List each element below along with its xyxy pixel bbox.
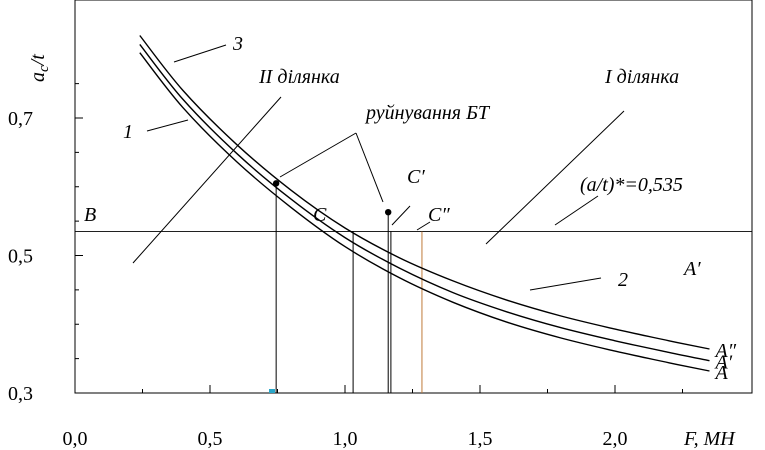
y-tick-label: 0,5	[8, 246, 33, 268]
leader-curve-1	[146, 119, 189, 132]
label-curve-1: 1	[123, 121, 133, 143]
series-line-2	[139, 43, 710, 362]
tick-labels: 0,0 0,5 1,0 1,5 2,0 0,3 0,5 0,7	[8, 108, 628, 450]
leader-c2	[416, 221, 431, 231]
label-curve-2: 2	[618, 269, 628, 291]
leader-region-I	[485, 110, 625, 245]
leader-curve-2	[529, 277, 602, 291]
leader-failure-b	[355, 132, 384, 203]
failure-point	[272, 180, 280, 187]
drop-lines	[275, 183, 423, 393]
failure-points	[272, 180, 392, 216]
y-tick-label: 0,3	[8, 383, 33, 405]
plot-frame	[74, 0, 753, 394]
y-axis-label-tail: /t	[27, 54, 49, 67]
label-point-C1: C′	[407, 166, 425, 188]
label-curve-3: 3	[232, 33, 243, 55]
label-threshold: (a/t)*=0,535	[580, 174, 683, 196]
y-axis-label-sub: c	[36, 65, 52, 72]
tick-marks	[74, 83, 683, 394]
label-point-C: C	[313, 204, 327, 226]
label-region-I: I ділянка	[604, 66, 679, 88]
series-line-1	[139, 52, 710, 372]
x-tick-label: 1,5	[468, 428, 493, 450]
y-axis-label: ac/t	[27, 54, 52, 82]
series-end-label-1: A	[714, 362, 729, 384]
x-tick-label: 0,0	[63, 428, 88, 450]
failure-point	[385, 208, 392, 216]
series-lines: AA′A″	[139, 35, 737, 384]
label-region-II: II ділянка	[258, 66, 340, 88]
leader-curve-3	[173, 44, 227, 63]
leader-failure-a	[279, 132, 357, 178]
series-line-3	[139, 35, 710, 350]
series-end-label-3: A″	[714, 340, 737, 362]
x-tick-label: 1,0	[333, 428, 358, 450]
annotations: II ділянка I ділянка руйнування БТ (a/t)…	[84, 33, 701, 291]
label-point-C2: C″	[428, 204, 450, 226]
leader-region-II	[132, 96, 282, 264]
label-marker-A1: A′	[682, 258, 701, 280]
y-tick-label: 0,7	[8, 108, 33, 130]
leader-c1	[391, 205, 411, 226]
leader-threshold	[554, 195, 599, 226]
x-tick-label: 2,0	[603, 428, 628, 450]
x-axis-cyan-marker	[269, 389, 275, 393]
x-axis-label: F, МН	[683, 428, 736, 450]
series-end-label-2: A′	[714, 352, 733, 374]
leader-lines	[132, 44, 625, 291]
label-point-B: B	[84, 204, 96, 226]
x-tick-label: 0,5	[198, 428, 223, 450]
label-failure: руйнування БТ	[364, 102, 491, 124]
y-axis-label-main: a	[27, 72, 49, 82]
